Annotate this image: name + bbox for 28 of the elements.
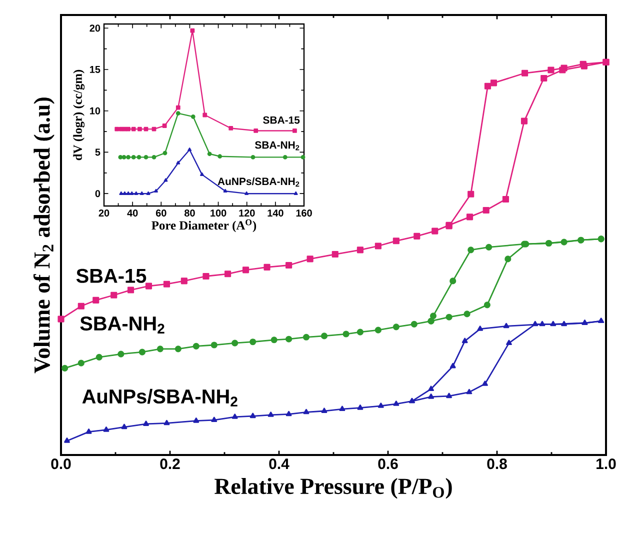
x-axis-title: Pore Diameter (A$^{O}$) <box>152 219 256 232</box>
series-label: SBA-NH$_{2}$ <box>254 141 300 150</box>
x-tick-label: 40 <box>127 210 138 217</box>
y-axis-title: Volume of N$_{2}$ adsorbed (a.u) <box>33 98 54 374</box>
y-tick-label: 15 <box>90 66 100 73</box>
y-axis-title: dV (logr) (cc/gm) <box>73 70 85 160</box>
x-tick-label: 60 <box>156 210 166 217</box>
x-tick-label: 0.4 <box>269 458 290 470</box>
x-tick-label: 160 <box>296 210 312 217</box>
x-tick-label: 140 <box>268 210 284 217</box>
x-tick-label: 0.8 <box>487 458 507 470</box>
y-tick-label: 20 <box>90 24 100 32</box>
y-tick-label: 5 <box>95 148 100 156</box>
x-tick-label: 80 <box>184 210 195 217</box>
y-tick-label: 10 <box>90 107 100 114</box>
x-tick-label: 0.2 <box>160 458 180 470</box>
series-label: SBA-15 <box>76 268 146 283</box>
x-tick-label: 120 <box>239 210 255 217</box>
x-axis-title: Relative Pressure (P/P$_{O}$) <box>214 478 452 499</box>
x-tick-label: 0.6 <box>378 458 398 470</box>
x-tick-label: 1.0 <box>596 458 616 470</box>
series-label: AuNPs/SBA-NH$_{2}$ <box>82 388 238 406</box>
x-tick-label: 0.0 <box>51 458 71 470</box>
series-label: AuNPs/SBA-NH$_{2}$ <box>218 177 300 187</box>
y-tick-label: 0 <box>95 190 100 198</box>
x-tick-label: 100 <box>210 210 226 217</box>
series-label: SBA-NH$_{2}$ <box>80 316 164 334</box>
series-label: SBA-15 <box>263 116 300 124</box>
